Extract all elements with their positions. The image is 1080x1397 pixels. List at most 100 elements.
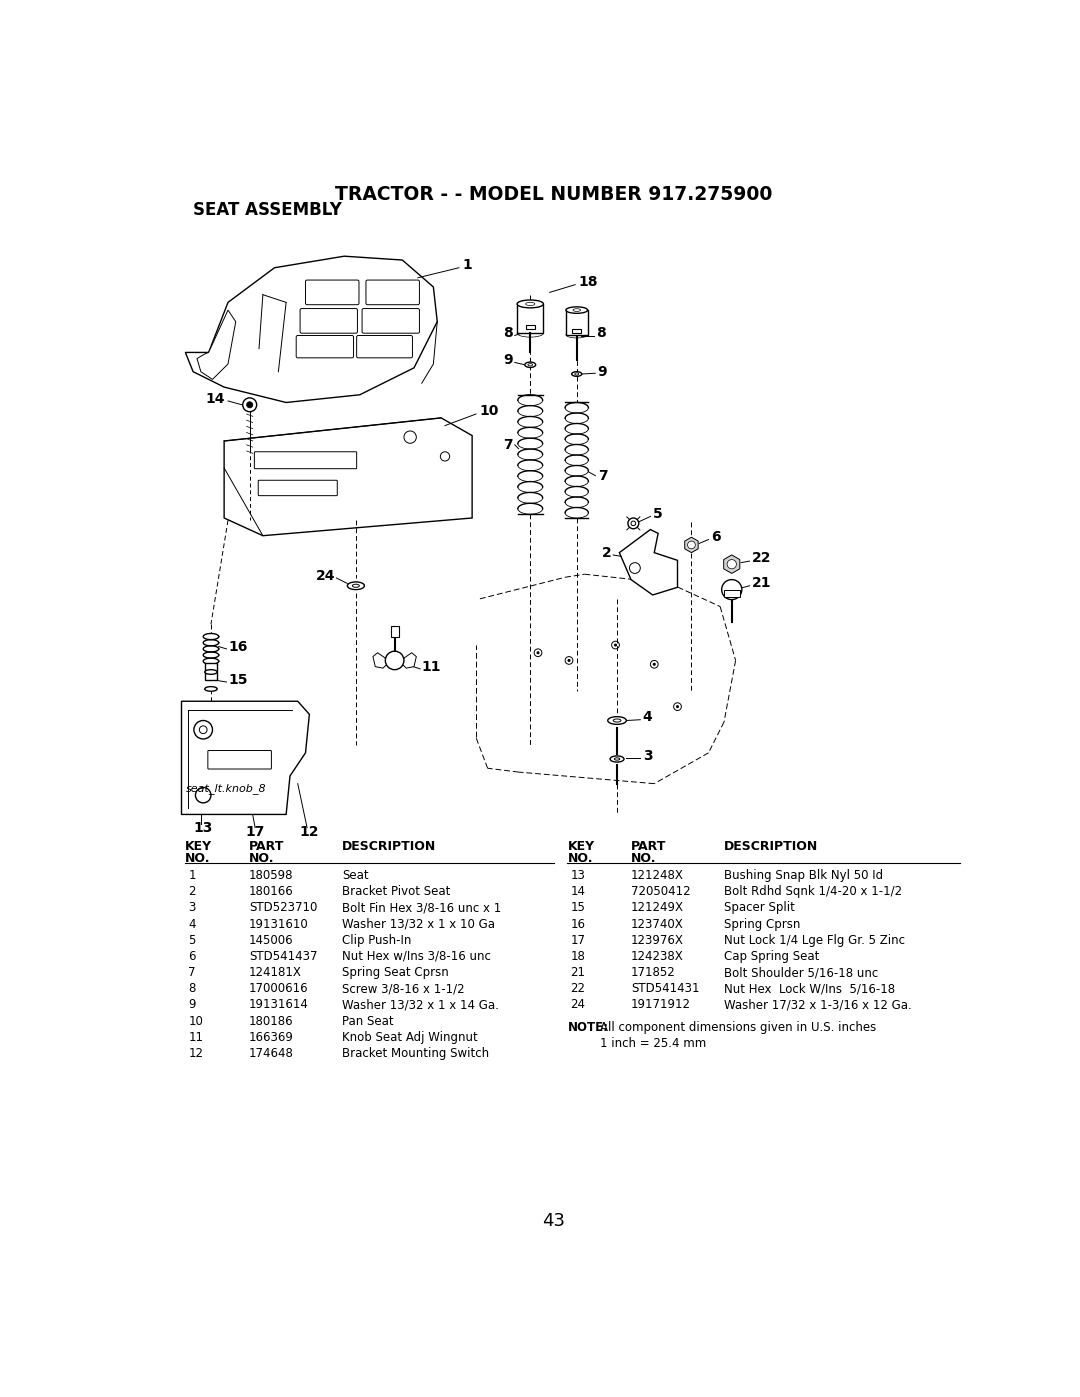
Bar (517, 305, 543, 334)
Text: 21: 21 (570, 967, 585, 979)
Ellipse shape (566, 307, 588, 313)
Text: SEAT ASSEMBLY: SEAT ASSEMBLY (193, 201, 342, 219)
Text: 2: 2 (189, 886, 195, 898)
Bar (566, 310, 588, 335)
Text: STD541431: STD541431 (631, 982, 700, 995)
Text: 5: 5 (652, 507, 662, 521)
Text: 18: 18 (578, 275, 598, 289)
Text: Washer 13/32 x 1 x 10 Ga: Washer 13/32 x 1 x 10 Ga (342, 918, 495, 930)
Text: 17000616: 17000616 (248, 982, 309, 995)
Text: KEY: KEY (567, 840, 595, 852)
Text: Clip Push-In: Clip Push-In (342, 933, 411, 947)
Text: 19171912: 19171912 (631, 999, 691, 1011)
Bar (724, 590, 740, 598)
Ellipse shape (575, 373, 579, 376)
Text: 12: 12 (299, 826, 319, 840)
Ellipse shape (613, 719, 621, 722)
Text: 1: 1 (462, 258, 472, 272)
Text: Nut Hex  Lock W/Ins  5/16-18: Nut Hex Lock W/Ins 5/16-18 (724, 982, 895, 995)
Text: TRACTOR - - MODEL NUMBER 917.275900: TRACTOR - - MODEL NUMBER 917.275900 (335, 184, 772, 204)
Text: 8: 8 (189, 982, 195, 995)
Text: 13: 13 (193, 821, 213, 835)
Text: 10: 10 (480, 404, 499, 418)
Polygon shape (225, 418, 472, 535)
Text: Washer 17/32 x 1-3/16 x 12 Ga.: Washer 17/32 x 1-3/16 x 12 Ga. (724, 999, 912, 1011)
Text: 123976X: 123976X (631, 933, 684, 947)
Text: 8: 8 (596, 326, 606, 341)
Text: 180166: 180166 (248, 886, 294, 898)
Text: Cap Spring Seat: Cap Spring Seat (724, 950, 820, 963)
Ellipse shape (517, 300, 543, 307)
Text: 2: 2 (602, 546, 611, 560)
Text: Seat: Seat (342, 869, 368, 882)
Text: Bolt Fin Hex 3/8-16 unc x 1: Bolt Fin Hex 3/8-16 unc x 1 (342, 901, 501, 915)
Circle shape (676, 705, 679, 708)
Text: DESCRIPTION: DESCRIPTION (724, 840, 819, 852)
Text: 124238X: 124238X (631, 950, 684, 963)
Text: STD541437: STD541437 (248, 950, 318, 963)
Text: Spacer Split: Spacer Split (724, 901, 795, 915)
Text: Spring Cprsn: Spring Cprsn (724, 918, 800, 930)
Text: 13: 13 (570, 869, 585, 882)
Text: 121249X: 121249X (631, 901, 684, 915)
Text: 12: 12 (189, 1046, 203, 1060)
Ellipse shape (348, 583, 364, 590)
Text: 145006: 145006 (248, 933, 294, 947)
Ellipse shape (571, 372, 582, 376)
Text: PART: PART (631, 840, 666, 852)
Polygon shape (373, 652, 387, 668)
Bar (526, 324, 535, 330)
Bar (205, 662, 217, 680)
Text: 180186: 180186 (248, 1014, 294, 1028)
Circle shape (567, 659, 570, 662)
Text: 15: 15 (228, 673, 247, 687)
Text: 11: 11 (422, 659, 442, 673)
Circle shape (386, 651, 404, 669)
Text: Screw 3/8-16 x 1-1/2: Screw 3/8-16 x 1-1/2 (342, 982, 464, 995)
Text: 14: 14 (570, 886, 585, 898)
Text: 1: 1 (189, 869, 195, 882)
Text: 11: 11 (189, 1031, 203, 1044)
Text: KEY: KEY (186, 840, 213, 852)
Text: 21: 21 (752, 577, 771, 591)
Text: PART: PART (248, 840, 284, 852)
Polygon shape (197, 310, 235, 380)
Ellipse shape (615, 757, 620, 760)
Text: 14: 14 (205, 391, 225, 405)
Text: 24: 24 (570, 999, 585, 1011)
Circle shape (688, 541, 696, 549)
Text: STD523710: STD523710 (248, 901, 318, 915)
Text: 5: 5 (189, 933, 195, 947)
Polygon shape (724, 555, 740, 573)
Text: 43: 43 (542, 1213, 565, 1229)
Circle shape (243, 398, 257, 412)
Text: 9: 9 (503, 353, 513, 367)
Text: Nut Hex w/Ins 3/8-16 unc: Nut Hex w/Ins 3/8-16 unc (342, 950, 490, 963)
Text: Washer 13/32 x 1 x 14 Ga.: Washer 13/32 x 1 x 14 Ga. (342, 999, 499, 1011)
Text: 24: 24 (315, 569, 335, 583)
Text: 7: 7 (597, 468, 607, 482)
Text: 124181X: 124181X (248, 967, 301, 979)
Text: 7: 7 (189, 967, 195, 979)
Text: 16: 16 (570, 918, 585, 930)
Text: Spring Seat Cprsn: Spring Seat Cprsn (342, 967, 448, 979)
Text: 7: 7 (503, 437, 512, 451)
Text: Pan Seat: Pan Seat (342, 1014, 393, 1028)
Text: 8: 8 (503, 326, 513, 341)
Text: 10: 10 (189, 1014, 203, 1028)
Text: 17: 17 (245, 826, 265, 840)
Text: 16: 16 (228, 640, 247, 654)
Text: 174648: 174648 (248, 1046, 294, 1060)
Text: 3: 3 (189, 901, 195, 915)
Text: Bolt Shoulder 5/16-18 unc: Bolt Shoulder 5/16-18 unc (724, 967, 878, 979)
Text: 18: 18 (570, 950, 585, 963)
Text: 19131610: 19131610 (248, 918, 309, 930)
Text: 15: 15 (570, 901, 585, 915)
Text: NO.: NO. (567, 852, 593, 865)
Text: 17: 17 (570, 933, 585, 947)
Text: NO.: NO. (631, 852, 657, 865)
Text: 3: 3 (643, 749, 652, 763)
Text: 1 inch = 25.4 mm: 1 inch = 25.4 mm (600, 1037, 706, 1051)
Circle shape (246, 402, 253, 408)
Text: 6: 6 (711, 531, 720, 545)
